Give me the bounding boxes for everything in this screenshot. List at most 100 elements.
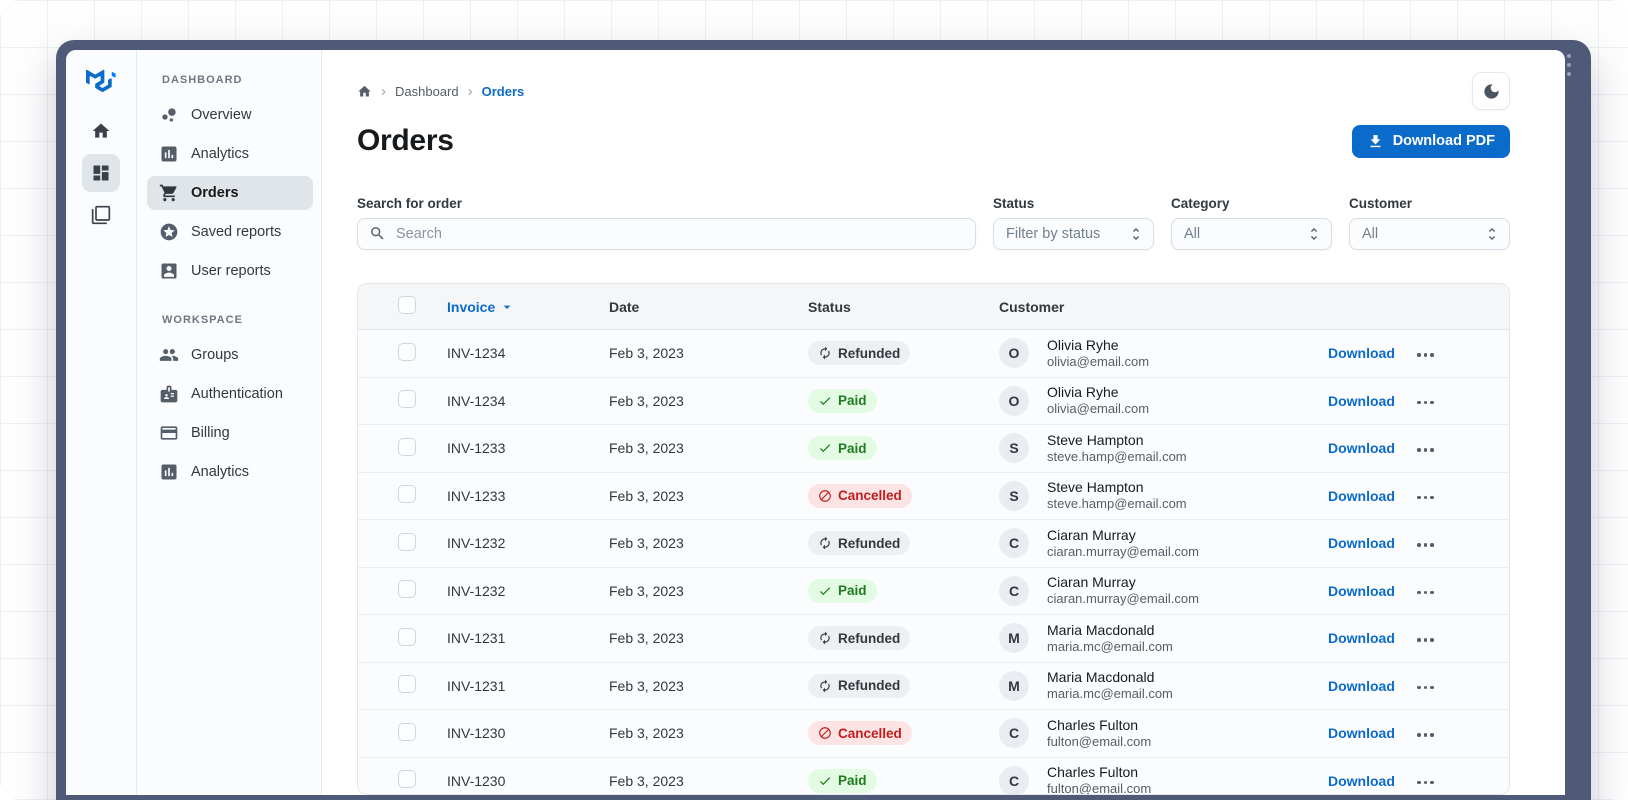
- shopping-cart-icon: [159, 184, 177, 202]
- date-cell: Feb 3, 2023: [609, 677, 684, 694]
- select-all-checkbox[interactable]: [398, 296, 416, 314]
- search-icon: [371, 227, 384, 240]
- sidebar-item-authentication[interactable]: Authentication: [147, 377, 313, 411]
- refresh-icon: [820, 679, 830, 693]
- sidebar-item-saved-reports[interactable]: Saved reports: [147, 215, 313, 249]
- sidebar-item-orders[interactable]: Orders: [147, 176, 313, 210]
- bar-chart-square-icon: [161, 146, 177, 162]
- row-menu-button[interactable]: [1413, 537, 1438, 553]
- date-cell: Feb 3, 2023: [609, 725, 684, 742]
- rail-button-dashboard-grid[interactable]: [82, 154, 120, 192]
- row-checkbox[interactable]: [398, 675, 416, 694]
- row-menu-button[interactable]: [1413, 727, 1438, 743]
- table-row: INV-1234 Feb 3, 2023 Refunded O Olivia Ryhe o…: [358, 330, 1509, 377]
- download-link[interactable]: Download: [1328, 487, 1395, 504]
- home-icon[interactable]: [357, 84, 372, 99]
- download-link[interactable]: Download: [1328, 345, 1395, 362]
- row-checkbox[interactable]: [398, 770, 416, 789]
- person-card-icon: [159, 261, 179, 281]
- column-status: Status: [808, 298, 851, 315]
- status-chip: Refunded: [808, 341, 911, 366]
- download-link[interactable]: Download: [1328, 582, 1395, 599]
- row-checkbox[interactable]: [398, 627, 416, 646]
- row-menu-button[interactable]: [1413, 490, 1438, 506]
- download-link[interactable]: Download: [1328, 440, 1395, 457]
- row-checkbox[interactable]: [398, 390, 416, 409]
- sidebar-item-label: Saved reports: [191, 224, 282, 240]
- row-checkbox[interactable]: [398, 437, 416, 456]
- customer-filter-label: Customer: [1349, 196, 1413, 211]
- sidebar-item-analytics[interactable]: Analytics: [147, 137, 313, 171]
- status-chip: Cancelled: [808, 483, 912, 508]
- bubble-chart-icon: [162, 108, 176, 122]
- sidebar-item-label: Analytics: [191, 146, 250, 162]
- sidebar-item-groups[interactable]: Groups: [147, 338, 313, 372]
- date-cell: Feb 3, 2023: [609, 535, 684, 552]
- breadcrumb-dashboard[interactable]: Dashboard: [395, 83, 459, 99]
- category-filter-select[interactable]: All: [1171, 218, 1332, 250]
- badge-icon: [160, 385, 178, 403]
- customer-name: Maria Macdonald: [1047, 669, 1155, 686]
- block-icon: [819, 489, 831, 502]
- rail-button-windows-stack[interactable]: [82, 196, 120, 234]
- theme-toggle-button[interactable]: [1472, 72, 1510, 110]
- invoice-cell: INV-1231: [447, 630, 506, 647]
- row-menu-button[interactable]: [1413, 680, 1438, 696]
- sidebar-item-billing[interactable]: Billing: [147, 416, 313, 450]
- download-link[interactable]: Download: [1328, 630, 1395, 647]
- breadcrumb-orders[interactable]: Orders: [481, 83, 525, 99]
- table-row: INV-1234 Feb 3, 2023 Paid O Olivia Ryhe olivi…: [358, 376, 1509, 424]
- sidebar-item-label: Billing: [191, 425, 230, 441]
- table-row: INV-1232 Feb 3, 2023 Paid C Ciaran Murray cia…: [358, 566, 1509, 614]
- column-invoice-sort[interactable]: Invoice: [447, 299, 609, 315]
- status-filter-select[interactable]: Filter by status: [993, 218, 1154, 250]
- invoice-cell: INV-1232: [447, 535, 506, 552]
- status-chip: Cancelled: [808, 721, 912, 746]
- row-menu-button[interactable]: [1413, 585, 1438, 601]
- category-filter-label: Category: [1171, 196, 1230, 211]
- row-menu-button[interactable]: [1413, 632, 1438, 648]
- row-checkbox[interactable]: [398, 532, 416, 551]
- search-input[interactable]: [357, 218, 976, 250]
- download-link[interactable]: Download: [1328, 535, 1395, 552]
- download-link[interactable]: Download: [1328, 725, 1395, 742]
- download-link[interactable]: Download: [1328, 392, 1395, 409]
- customer-email: fulton@email.com: [1047, 733, 1152, 749]
- status-chip: Paid: [808, 436, 877, 461]
- star-circle-icon: [160, 223, 178, 241]
- sidebar-item-overview[interactable]: Overview: [147, 98, 313, 132]
- table-row: INV-1231 Feb 3, 2023 Refunded M Maria Macdon…: [358, 661, 1509, 709]
- row-checkbox[interactable]: [398, 342, 416, 361]
- people-icon: [159, 349, 179, 361]
- status-chip: Paid: [808, 388, 877, 413]
- icon-rail: [66, 50, 137, 795]
- download-pdf-button[interactable]: Download PDF: [1351, 124, 1510, 158]
- credit-card-icon: [159, 423, 179, 443]
- download-link[interactable]: Download: [1328, 677, 1395, 694]
- customer-email: maria.mc@email.com: [1047, 686, 1173, 702]
- app-window: DASHBOARD Overview Analytics Orders Saved re…: [56, 40, 1591, 800]
- row-checkbox[interactable]: [398, 722, 416, 741]
- windows-stack-icon: [91, 205, 111, 225]
- download-link[interactable]: Download: [1328, 772, 1395, 789]
- sidebar-item-user-reports[interactable]: User reports: [147, 254, 313, 288]
- row-checkbox[interactable]: [398, 485, 416, 504]
- customer-filter-select[interactable]: All: [1349, 218, 1510, 250]
- row-checkbox[interactable]: [398, 580, 416, 599]
- invoice-cell: INV-1233: [447, 440, 506, 457]
- avatar: C: [999, 718, 1029, 749]
- rail-button-home[interactable]: [82, 112, 120, 150]
- row-menu-button[interactable]: [1413, 442, 1438, 458]
- customer-email: ciaran.murray@email.com: [1047, 591, 1199, 607]
- row-menu-button[interactable]: [1413, 395, 1438, 411]
- sidebar-item-analytics[interactable]: Analytics: [147, 455, 313, 489]
- window-scrollbar-thumb[interactable]: [1567, 54, 1571, 76]
- row-menu-button[interactable]: [1413, 347, 1438, 363]
- invoice-cell: INV-1232: [447, 582, 506, 599]
- check-icon: [819, 777, 831, 785]
- column-customer: Customer: [999, 298, 1065, 315]
- breadcrumb-separator: ›: [467, 82, 473, 100]
- avatar: O: [999, 338, 1029, 369]
- bubble-chart-icon: [159, 105, 179, 125]
- row-menu-button[interactable]: [1413, 775, 1438, 791]
